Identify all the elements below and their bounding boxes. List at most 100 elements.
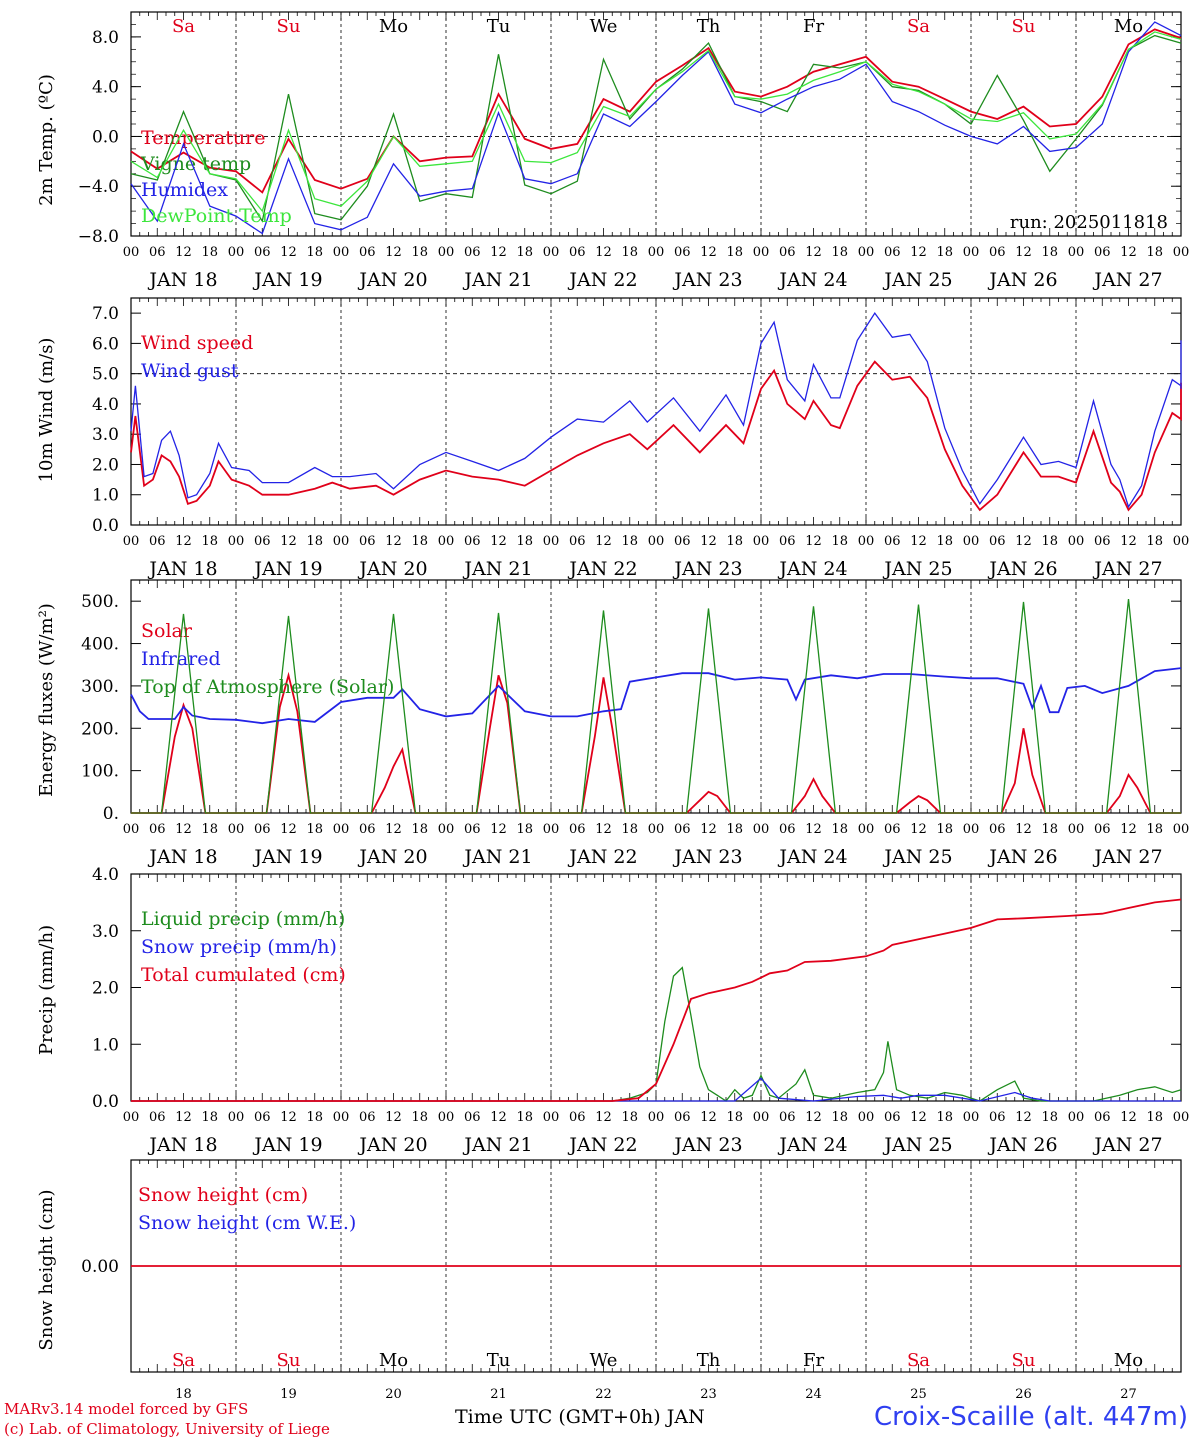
x-date-label: JAN 19 xyxy=(252,1134,322,1156)
y-tick-label: 8.0 xyxy=(92,28,119,48)
plot-frame xyxy=(130,11,1182,237)
x-hour-label: 18 xyxy=(831,822,848,837)
x-date-label: JAN 23 xyxy=(672,269,742,291)
legend-entry: Infrared xyxy=(141,648,221,670)
x-date-label: JAN 24 xyxy=(777,846,847,868)
x-hour-label: 18 xyxy=(936,245,953,260)
x-hour-label: 00 xyxy=(753,534,770,549)
weekday-label: Mo xyxy=(1114,16,1143,37)
x-hour-label: 06 xyxy=(674,822,691,837)
legend-entry: DewPoint Temp xyxy=(141,205,292,227)
weekday-label: Su xyxy=(277,1350,301,1371)
x-day-number: 21 xyxy=(490,1387,507,1402)
x-hour-label: 18 xyxy=(306,1110,323,1125)
x-date-label: JAN 19 xyxy=(252,846,322,868)
x-hour-label: 12 xyxy=(1120,1110,1137,1125)
x-date-label: JAN 26 xyxy=(987,1134,1057,1156)
weekday-label: Mo xyxy=(379,16,408,37)
weekday-label: We xyxy=(590,16,618,37)
x-hour-label: 12 xyxy=(385,245,402,260)
x-hour-label: 18 xyxy=(936,1110,953,1125)
x-hour-label: 18 xyxy=(726,822,743,837)
y-axis-label: 10m Wind (m/s) xyxy=(36,338,57,483)
weekday-label: Th xyxy=(697,1350,721,1371)
x-date-label: JAN 20 xyxy=(357,269,427,291)
x-hour-label: 00 xyxy=(1173,822,1190,837)
x-hour-label: 06 xyxy=(149,1110,166,1125)
x-hour-label: 06 xyxy=(779,822,796,837)
x-hour-label: 00 xyxy=(858,1110,875,1125)
x-hour-label: 12 xyxy=(700,1110,717,1125)
x-hour-label: 12 xyxy=(490,1110,507,1125)
x-date-label: JAN 21 xyxy=(462,1134,532,1156)
legend-entry: Snow height (cm W.E.) xyxy=(138,1212,356,1234)
series-line-total-cumulated-cm- xyxy=(131,898,1182,1102)
x-hour-label: 06 xyxy=(674,534,691,549)
x-hour-label: 00 xyxy=(963,1110,980,1125)
x-hour-label: 12 xyxy=(700,245,717,260)
y-tick-label: 0.0 xyxy=(92,516,119,536)
x-hour-label: 12 xyxy=(385,534,402,549)
x-date-label: JAN 20 xyxy=(357,558,427,580)
x-hour-label: 18 xyxy=(306,534,323,549)
series-line-infrared xyxy=(130,667,1182,725)
x-date-label: JAN 25 xyxy=(882,269,952,291)
x-hour-label: 06 xyxy=(1094,1110,1111,1125)
y-tick-label: 2.0 xyxy=(92,455,119,475)
x-hour-label: 18 xyxy=(1041,534,1058,549)
panel-3: 0. 100. 200. 300. 400. 500. Energy fluxes (W/m… xyxy=(36,579,1190,868)
lab-credit: (c) Lab. of Climatology, University of L… xyxy=(4,1420,330,1438)
x-hour-label: 18 xyxy=(201,1110,218,1125)
y-tick-label: 0.0 xyxy=(92,127,119,147)
x-date-label: JAN 18 xyxy=(147,1134,217,1156)
x-date-label: JAN 22 xyxy=(567,269,637,291)
panel-4: 0.0 1.0 2.0 3.0 4.0 Precip (mm/h) Liquid preci… xyxy=(36,865,1189,1156)
legend-entry: Snow precip (mm/h) xyxy=(141,936,337,958)
x-hour-label: 00 xyxy=(1173,245,1190,260)
y-tick-label: 100. xyxy=(81,762,119,782)
x-day-number: 26 xyxy=(1015,1387,1032,1402)
x-day-number: 25 xyxy=(910,1387,927,1402)
weekday-label: Su xyxy=(277,16,301,37)
x-hour-label: 00 xyxy=(333,245,350,260)
x-hour-label: 00 xyxy=(123,245,140,260)
x-date-label: JAN 21 xyxy=(462,558,532,580)
x-hour-label: 00 xyxy=(858,245,875,260)
legend-entry: Wind gust xyxy=(141,360,239,382)
y-tick-label: 4.0 xyxy=(92,395,119,415)
x-hour-label: 18 xyxy=(621,245,638,260)
x-hour-label: 12 xyxy=(1120,245,1137,260)
series-line-wind-gust xyxy=(130,311,1182,509)
y-tick-label: 300. xyxy=(81,677,119,697)
x-hour-label: 12 xyxy=(385,1110,402,1125)
x-hour-label: 00 xyxy=(333,1110,350,1125)
x-hour-label: 18 xyxy=(411,1110,428,1125)
series-line-wind-speed xyxy=(130,360,1182,512)
x-date-label: JAN 27 xyxy=(1092,846,1162,868)
x-hour-label: 18 xyxy=(1041,1110,1058,1125)
x-date-label: JAN 25 xyxy=(882,558,952,580)
x-hour-label: 06 xyxy=(884,245,901,260)
x-hour-label: 06 xyxy=(254,245,271,260)
x-day-number: 18 xyxy=(175,1387,192,1402)
x-hour-label: 18 xyxy=(411,245,428,260)
weekday-label: Fr xyxy=(803,1350,824,1371)
x-hour-label: 18 xyxy=(621,822,638,837)
legend-entry: Solar xyxy=(141,620,193,642)
y-axis-label: 2m Temp. (ºC) xyxy=(36,74,57,206)
x-day-number: 22 xyxy=(595,1387,612,1402)
x-hour-label: 00 xyxy=(1173,1110,1190,1125)
legend-entry: Liquid precip (mm/h) xyxy=(141,908,345,930)
x-axis-title: Time UTC (GMT+0h) JAN xyxy=(455,1406,705,1428)
x-hour-label: 12 xyxy=(910,534,927,549)
x-date-label: JAN 25 xyxy=(882,1134,952,1156)
y-axis-label: Snow height (cm) xyxy=(36,1189,57,1350)
x-day-number: 19 xyxy=(280,1387,297,1402)
x-hour-label: 12 xyxy=(1015,245,1032,260)
x-hour-label: 00 xyxy=(438,822,455,837)
x-hour-label: 12 xyxy=(700,534,717,549)
x-hour-label: 00 xyxy=(228,1110,245,1125)
x-hour-label: 06 xyxy=(359,245,376,260)
weekday-label: Mo xyxy=(379,1350,408,1371)
x-hour-label: 06 xyxy=(569,245,586,260)
